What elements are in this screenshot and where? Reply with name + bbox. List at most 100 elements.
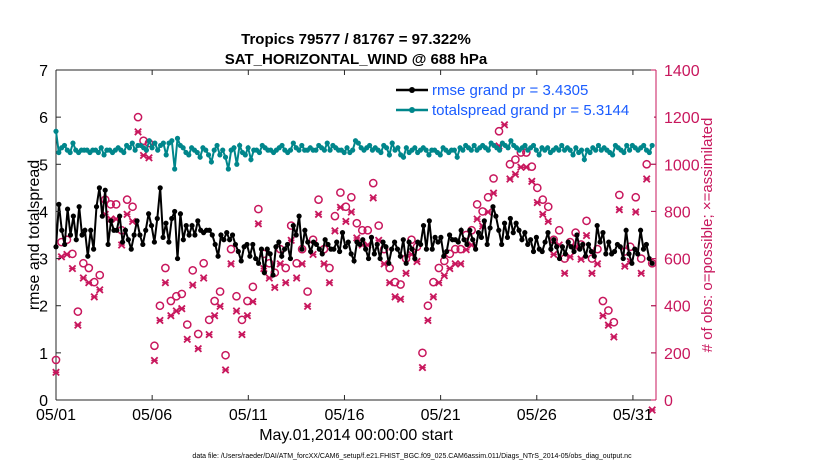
- totalspread-point: [279, 142, 285, 149]
- rmse-point: [154, 215, 160, 222]
- obs-assimilated-point: [270, 283, 279, 292]
- obs-possible-point: [631, 192, 641, 202]
- totalspread-point: [98, 145, 104, 151]
- obs-possible-point: [483, 192, 493, 202]
- y-tick-label: 2: [39, 299, 48, 316]
- totalspread-point: [556, 147, 562, 153]
- rmse-point: [548, 246, 554, 252]
- y2-tick-label: 800: [664, 204, 691, 221]
- rmse-point: [591, 253, 597, 259]
- rmse-point: [530, 248, 537, 255]
- obs-assimilated-point: [221, 366, 230, 374]
- rmse-point: [122, 227, 129, 233]
- obs-assimilated-point: [298, 260, 306, 268]
- totalspread-point: [341, 149, 347, 156]
- totalspread-point: [485, 147, 491, 153]
- rmse-point: [345, 239, 351, 245]
- y2-tick-label: 1400: [664, 63, 700, 80]
- totalspread-point: [101, 152, 107, 158]
- totalspread-point: [496, 147, 503, 153]
- y-tick-label: 1: [39, 346, 48, 363]
- obs-possible-point: [554, 225, 564, 235]
- obs-possible-point: [84, 263, 94, 273]
- totalspread-point: [567, 147, 573, 153]
- obs-possible-point: [188, 266, 198, 275]
- obs-assimilated-point: [456, 260, 465, 268]
- rmse-series: [53, 185, 655, 278]
- x-tick-label: 05/31: [613, 407, 653, 424]
- rmse-point: [56, 201, 62, 207]
- obs-assimilated-point: [604, 321, 613, 329]
- rmse-point: [646, 255, 652, 262]
- obs-possible-point: [155, 301, 165, 311]
- rmse-point: [64, 206, 71, 212]
- legend: rmse grand pr = 3.4305 totalspread grand …: [392, 78, 654, 119]
- totalspread-point: [299, 142, 305, 149]
- totalspread-point: [649, 142, 655, 149]
- rmse-point: [93, 204, 100, 210]
- totalspread-point: [290, 140, 296, 146]
- totalspread-point: [536, 152, 542, 158]
- rmse-point: [446, 232, 453, 238]
- totalspread-point: [570, 152, 576, 158]
- totalspread-point: [313, 147, 319, 153]
- obs-assimilated-point: [95, 285, 104, 294]
- obs-assimilated-point: [63, 250, 71, 259]
- obs-possible-point: [494, 126, 504, 136]
- rmse-point: [603, 251, 609, 257]
- rmse-point: [96, 185, 103, 191]
- obs-assimilated-point: [183, 335, 192, 344]
- rmse-point: [218, 232, 224, 238]
- totalspread-point: [593, 147, 599, 153]
- totalspread-point: [70, 140, 76, 146]
- obs-assimilated-point: [582, 231, 591, 240]
- totalspread-point: [581, 156, 587, 163]
- totalspread-point: [234, 161, 240, 167]
- totalspread-point: [95, 149, 101, 156]
- obs-assimilated-point: [402, 269, 410, 278]
- rmse-point: [363, 246, 369, 252]
- rmse-point: [276, 239, 282, 245]
- rmse-point: [76, 204, 82, 210]
- rmse-point: [418, 241, 424, 248]
- totalspread-point: [587, 149, 593, 156]
- rmse-point: [484, 241, 490, 248]
- rmse-point: [339, 230, 346, 236]
- rmse-point: [253, 255, 259, 262]
- totalspread-point: [454, 154, 460, 160]
- obs-possible-point: [543, 202, 553, 212]
- rmse-point: [600, 230, 606, 236]
- obs-assimilated-point: [156, 316, 164, 325]
- rmse-point: [316, 246, 322, 252]
- rmse-point: [626, 251, 632, 257]
- rmse-point: [99, 213, 105, 219]
- rmse-point: [528, 237, 534, 243]
- rmse-point: [481, 218, 487, 224]
- rmse-point: [244, 241, 250, 248]
- obs-assimilated-point: [90, 293, 99, 301]
- totalspread-point: [225, 166, 231, 172]
- rmse-point: [499, 241, 505, 248]
- totalspread-point: [626, 147, 633, 153]
- obs-possible-point: [204, 315, 214, 325]
- obs-assimilated-point: [440, 271, 449, 280]
- rmse-point: [128, 246, 134, 252]
- totalspread-point: [423, 147, 429, 153]
- rmse-point: [519, 237, 525, 243]
- rmse-point: [467, 227, 473, 233]
- rmse-point: [250, 241, 256, 248]
- rmse-point: [67, 232, 74, 238]
- obs-assimilated-point: [177, 304, 186, 313]
- totalspread-point: [237, 142, 243, 149]
- totalspread-point: [152, 140, 158, 146]
- totalspread-point: [172, 166, 178, 172]
- rmse-point: [458, 227, 464, 233]
- rmse-point: [640, 246, 647, 252]
- rmse-point: [435, 239, 441, 245]
- obs-assimilated-point: [347, 208, 356, 216]
- rmse-point: [409, 246, 415, 252]
- obs-possible-point: [614, 190, 624, 200]
- obs-possible-point: [111, 200, 121, 209]
- rmse-point: [174, 255, 181, 262]
